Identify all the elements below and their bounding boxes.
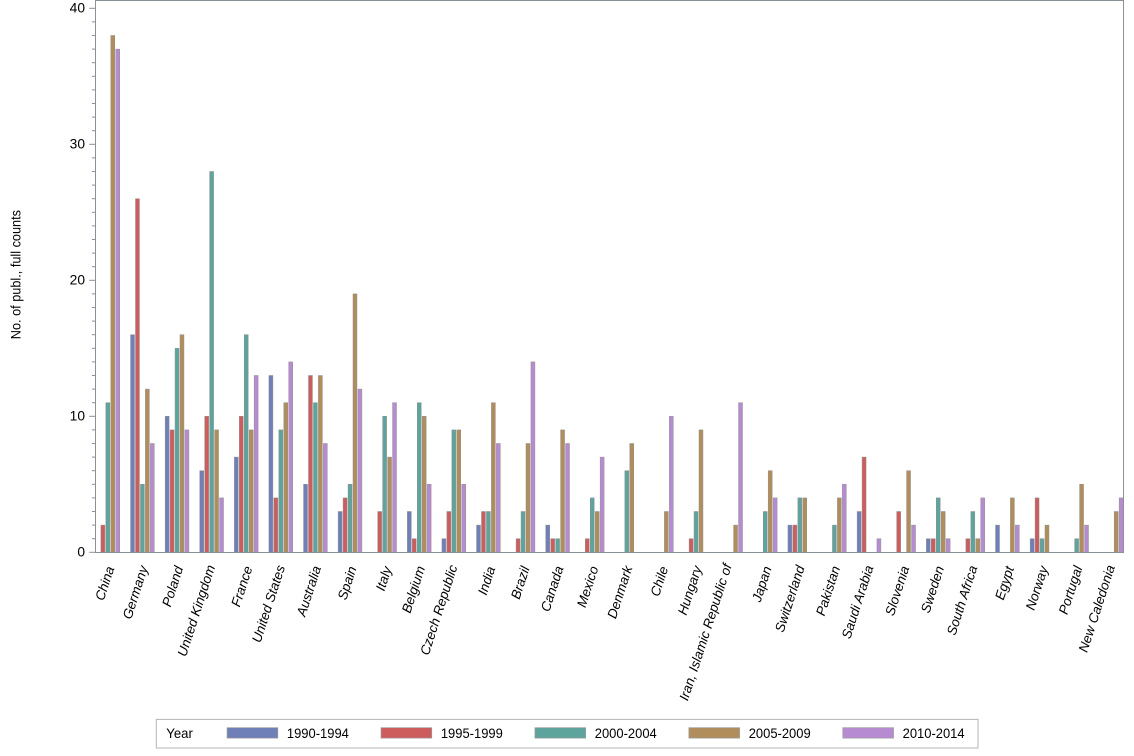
- svg-text:1995-1999: 1995-1999: [441, 726, 503, 741]
- svg-text:1990-1994: 1990-1994: [287, 726, 349, 741]
- svg-text:20: 20: [70, 272, 86, 287]
- svg-text:0: 0: [77, 544, 85, 559]
- svg-text:No. of publ., full counts: No. of publ., full counts: [8, 210, 23, 339]
- svg-text:40: 40: [70, 0, 86, 15]
- svg-text:Year: Year: [166, 726, 193, 741]
- svg-text:2000-2004: 2000-2004: [595, 726, 657, 741]
- svg-text:2010-2014: 2010-2014: [903, 726, 965, 741]
- svg-text:10: 10: [70, 408, 86, 423]
- svg-text:2005-2009: 2005-2009: [749, 726, 811, 741]
- svg-text:30: 30: [70, 136, 86, 151]
